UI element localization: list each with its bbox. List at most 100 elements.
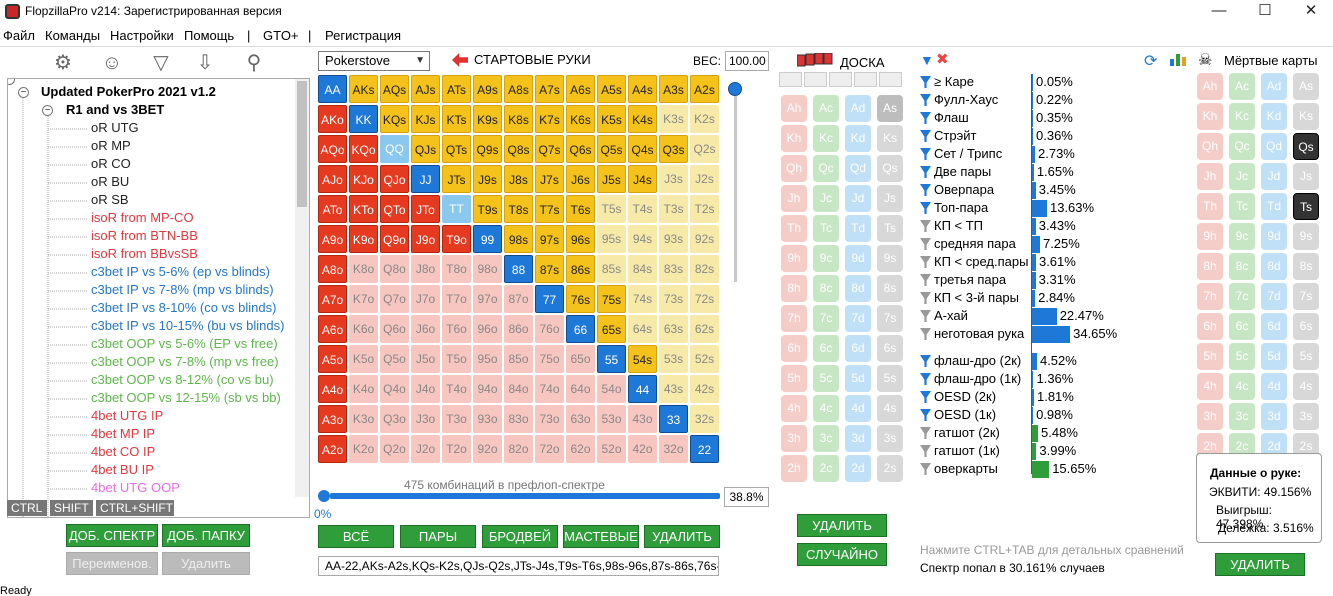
hand-cell[interactable]: 85s — [597, 255, 626, 283]
stat-row[interactable]: ≥ Каре 0.05% — [920, 73, 1200, 91]
hand-cell[interactable]: T3o — [442, 405, 471, 433]
menu-item-3[interactable]: Помощь — [184, 28, 235, 43]
tree-item[interactable]: isoR from MP-CO — [91, 210, 194, 225]
hand-cell[interactable]: KQo — [349, 135, 378, 163]
hand-cell[interactable]: T6o — [442, 315, 471, 343]
hand-cell[interactable]: KQs — [380, 105, 409, 133]
hand-cell[interactable]: 88 — [504, 255, 533, 283]
hand-cell[interactable]: KTo — [349, 195, 378, 223]
filter-icon[interactable]: ▼ — [920, 52, 934, 68]
tree-item[interactable]: c3bet IP vs 8-10% (co vs blinds) — [91, 300, 277, 315]
board-card[interactable]: 9s — [877, 245, 903, 272]
stat-row[interactable]: OESD (1к) 0.98% — [920, 406, 1200, 424]
stat-row[interactable]: Сет / Трипс 2.73% — [920, 145, 1200, 163]
hand-cell[interactable]: T5o — [442, 345, 471, 373]
board-card[interactable]: 4s — [877, 395, 903, 422]
hand-cell[interactable]: Q8o — [380, 255, 409, 283]
menu-item-2[interactable]: Настройки — [110, 28, 174, 43]
hand-cell[interactable]: T3s — [659, 195, 688, 223]
hand-cell[interactable]: 94o — [473, 375, 502, 403]
tree-item[interactable]: c3bet OOP vs 7-8% (mp vs free) — [91, 354, 279, 369]
hand-cell[interactable]: K2s — [690, 105, 719, 133]
hand-cell[interactable]: KK — [349, 105, 378, 133]
filter-inactive-icon[interactable] — [920, 220, 931, 232]
hand-cell[interactable]: 42o — [628, 435, 657, 463]
hand-cell[interactable]: T7o — [442, 285, 471, 313]
filter-active-icon[interactable] — [920, 391, 931, 403]
filter-active-icon[interactable] — [920, 130, 931, 142]
hand-cell[interactable]: J3s — [659, 165, 688, 193]
tree-item[interactable]: c3bet OOP vs 5-6% (EP vs free) — [91, 336, 278, 351]
hand-cell[interactable]: 95s — [597, 225, 626, 253]
hand-cell[interactable]: Q6o — [380, 315, 409, 343]
hand-cell[interactable]: 94s — [628, 225, 657, 253]
hand-cell[interactable]: A5o — [318, 345, 347, 373]
hand-cell[interactable]: QJo — [380, 165, 409, 193]
hand-cell[interactable]: 53o — [597, 405, 626, 433]
hand-cell[interactable]: A6s — [566, 75, 595, 103]
hand-cell[interactable]: J9s — [473, 165, 502, 193]
hand-cell[interactable]: 98s — [504, 225, 533, 253]
hand-cell[interactable]: Q4o — [380, 375, 409, 403]
board-card[interactable]: Td — [845, 215, 871, 242]
stat-row[interactable]: Флаш 0.35% — [920, 109, 1200, 127]
dead-card[interactable]: Ac — [1229, 73, 1255, 100]
hand-cell[interactable]: 43s — [659, 375, 688, 403]
dead-card[interactable]: 8c — [1229, 253, 1255, 280]
dead-card[interactable]: Td — [1261, 193, 1287, 220]
range-slider-thumb[interactable] — [318, 490, 330, 502]
hand-cell[interactable]: QJs — [411, 135, 440, 163]
bar-chart-icon[interactable] — [1169, 51, 1187, 67]
board-card[interactable]: Kc — [813, 125, 839, 152]
hand-cell[interactable]: 74o — [535, 375, 564, 403]
filter-active-icon[interactable] — [920, 373, 931, 385]
hand-cell[interactable]: T2o — [442, 435, 471, 463]
hand-cell[interactable]: 32o — [659, 435, 688, 463]
clear-range-button[interactable]: УДАЛИТЬ — [644, 525, 720, 548]
hand-cell[interactable]: J8s — [504, 165, 533, 193]
dead-card[interactable]: 7c — [1229, 283, 1255, 310]
tree-folder-label[interactable]: R1 and vs 3BET — [66, 102, 165, 117]
hand-cell[interactable]: Q2o — [380, 435, 409, 463]
stat-row[interactable]: Стрэйт 0.36% — [920, 127, 1200, 145]
stat-row[interactable]: Фулл-Хаус 0.22% — [920, 91, 1200, 109]
board-card[interactable]: 6s — [877, 335, 903, 362]
hand-cell[interactable]: J2o — [411, 435, 440, 463]
hand-cell[interactable]: J2s — [690, 165, 719, 193]
hand-cell[interactable]: A8o — [318, 255, 347, 283]
hand-cell[interactable]: T4o — [442, 375, 471, 403]
hand-cell[interactable]: 93s — [659, 225, 688, 253]
hand-cell[interactable]: 42s — [690, 375, 719, 403]
hand-cell[interactable]: A4o — [318, 375, 347, 403]
board-card[interactable]: 9d — [845, 245, 871, 272]
board-card[interactable]: Ts — [877, 215, 903, 242]
hand-cell[interactable]: T5s — [597, 195, 626, 223]
stat-row[interactable]: OESD (2к) 1.81% — [920, 388, 1200, 406]
dead-card[interactable]: Ks — [1293, 103, 1319, 130]
hand-cell[interactable]: 84o — [504, 375, 533, 403]
hand-cell[interactable]: 73o — [535, 405, 564, 433]
board-card[interactable]: As — [877, 95, 903, 122]
filter-inactive-icon[interactable] — [920, 463, 931, 475]
tree-item[interactable]: 4bet UTG IP — [91, 408, 164, 423]
hand-cell[interactable]: K3s — [659, 105, 688, 133]
minimize-icon[interactable]: — — [1211, 2, 1227, 19]
hand-cell[interactable]: 95o — [473, 345, 502, 373]
hand-cell[interactable]: T9s — [473, 195, 502, 223]
menu-item-1[interactable]: Команды — [45, 28, 101, 43]
dead-cards-delete-button[interactable]: УДАЛИТЬ — [1215, 553, 1305, 576]
hand-cell[interactable]: 62s — [690, 315, 719, 343]
hand-cell[interactable]: J8o — [411, 255, 440, 283]
range-slider-bar[interactable] — [330, 493, 720, 499]
hand-cell[interactable]: K6o — [349, 315, 378, 343]
board-slot[interactable] — [829, 72, 852, 87]
dead-card[interactable]: 9s — [1293, 223, 1319, 250]
hand-cell[interactable]: 54s — [628, 345, 657, 373]
dead-card[interactable]: 3s — [1293, 403, 1319, 430]
board-card[interactable]: Kh — [781, 125, 807, 152]
hand-cell[interactable]: Q5s — [597, 135, 626, 163]
dead-card[interactable]: Qd — [1261, 133, 1287, 160]
dead-card[interactable]: Kd — [1261, 103, 1287, 130]
board-card[interactable]: 3c — [813, 425, 839, 452]
hand-cell[interactable]: KJo — [349, 165, 378, 193]
